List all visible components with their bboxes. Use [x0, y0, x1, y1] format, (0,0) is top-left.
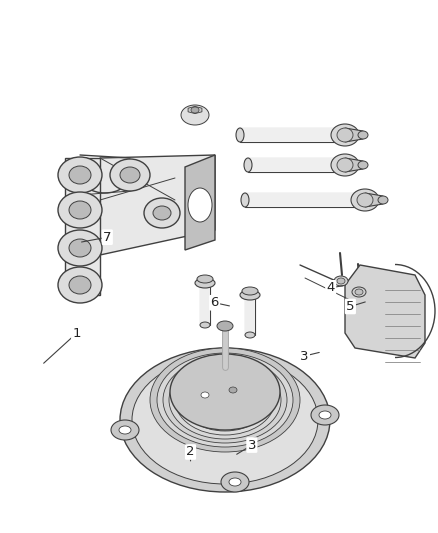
- Ellipse shape: [144, 198, 180, 228]
- Ellipse shape: [200, 322, 210, 328]
- Ellipse shape: [120, 348, 330, 492]
- Ellipse shape: [358, 131, 368, 139]
- Ellipse shape: [331, 154, 359, 176]
- Ellipse shape: [229, 387, 237, 393]
- Ellipse shape: [245, 332, 255, 338]
- Ellipse shape: [169, 361, 281, 439]
- Ellipse shape: [311, 405, 339, 425]
- Text: 6: 6: [210, 296, 219, 309]
- Ellipse shape: [150, 348, 300, 452]
- Text: 3: 3: [247, 439, 256, 451]
- Ellipse shape: [163, 357, 287, 443]
- Ellipse shape: [110, 159, 150, 191]
- Ellipse shape: [201, 392, 209, 398]
- Ellipse shape: [337, 278, 345, 284]
- Ellipse shape: [221, 472, 249, 492]
- Ellipse shape: [236, 128, 244, 142]
- Ellipse shape: [244, 158, 252, 172]
- Ellipse shape: [337, 158, 353, 172]
- Ellipse shape: [58, 157, 102, 193]
- Ellipse shape: [319, 411, 331, 419]
- Ellipse shape: [351, 189, 379, 211]
- Ellipse shape: [229, 478, 241, 486]
- Polygon shape: [188, 107, 202, 114]
- Ellipse shape: [195, 278, 215, 288]
- Ellipse shape: [352, 287, 366, 297]
- Ellipse shape: [58, 230, 102, 266]
- Text: 2: 2: [186, 446, 195, 458]
- Ellipse shape: [181, 105, 209, 125]
- Polygon shape: [185, 155, 215, 250]
- Ellipse shape: [58, 192, 102, 228]
- Ellipse shape: [69, 201, 91, 219]
- Ellipse shape: [337, 128, 353, 142]
- Ellipse shape: [378, 196, 388, 204]
- Ellipse shape: [240, 290, 260, 300]
- Ellipse shape: [334, 276, 348, 286]
- Polygon shape: [65, 158, 100, 295]
- Ellipse shape: [69, 239, 91, 257]
- Text: 4: 4: [326, 281, 335, 294]
- Ellipse shape: [157, 353, 293, 447]
- Text: 3: 3: [300, 350, 309, 362]
- Polygon shape: [248, 158, 337, 172]
- Ellipse shape: [357, 193, 373, 207]
- Ellipse shape: [175, 365, 275, 435]
- Polygon shape: [245, 295, 255, 335]
- Ellipse shape: [191, 107, 199, 113]
- Polygon shape: [200, 283, 210, 325]
- Ellipse shape: [241, 193, 249, 207]
- Polygon shape: [345, 265, 425, 358]
- Ellipse shape: [188, 188, 212, 222]
- Ellipse shape: [153, 206, 171, 220]
- Ellipse shape: [181, 369, 269, 431]
- Polygon shape: [245, 193, 357, 207]
- Polygon shape: [365, 193, 383, 207]
- Ellipse shape: [119, 426, 131, 434]
- Ellipse shape: [111, 420, 139, 440]
- Polygon shape: [240, 128, 337, 142]
- Ellipse shape: [331, 124, 359, 146]
- Polygon shape: [345, 158, 363, 172]
- Ellipse shape: [217, 321, 233, 331]
- Text: 1: 1: [72, 327, 81, 340]
- Text: 7: 7: [103, 231, 112, 244]
- Ellipse shape: [170, 354, 280, 430]
- Ellipse shape: [358, 161, 368, 169]
- Ellipse shape: [58, 267, 102, 303]
- Text: 5: 5: [346, 300, 355, 313]
- Ellipse shape: [355, 289, 363, 295]
- Polygon shape: [100, 155, 215, 255]
- Ellipse shape: [120, 167, 140, 183]
- Ellipse shape: [69, 166, 91, 184]
- Ellipse shape: [69, 276, 91, 294]
- Polygon shape: [345, 128, 363, 142]
- Ellipse shape: [242, 287, 258, 295]
- Ellipse shape: [132, 356, 318, 484]
- Ellipse shape: [197, 275, 213, 283]
